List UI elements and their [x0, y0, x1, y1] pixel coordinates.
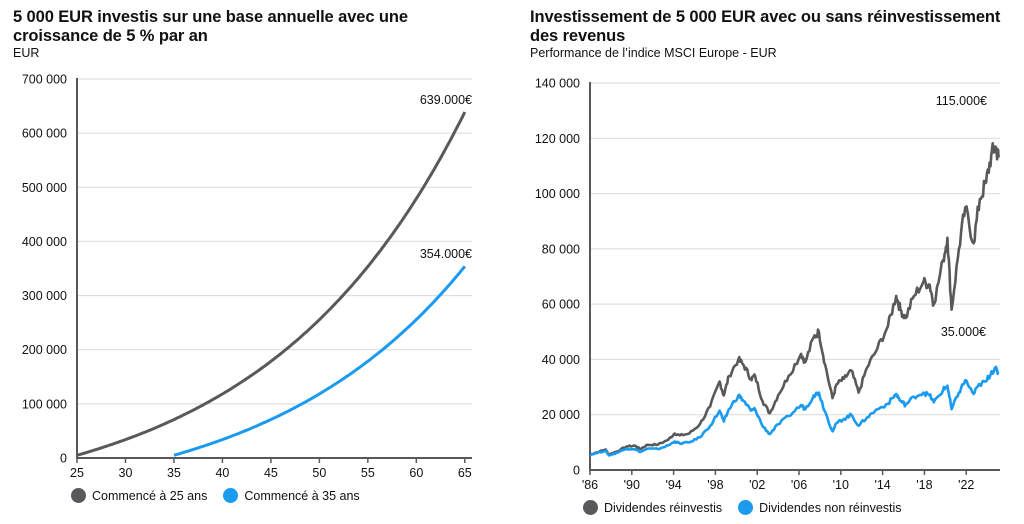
legend-item-start-35: Commencé à 35 ans: [223, 488, 360, 503]
y-tick-label: 300 000: [22, 289, 67, 303]
end-value-label: 639.000€: [420, 93, 472, 107]
right-chart-title: Investissement de 5 000 EUR avec ou sans…: [530, 8, 1001, 45]
legend-label: Dividendes réinvestis: [604, 500, 723, 515]
legend-label: Commencé à 25 ans: [92, 488, 208, 503]
y-tick-label: 500 000: [22, 181, 67, 195]
left-chart-legend: Commencé à 25 ans Commencé à 35 ans: [71, 488, 376, 503]
x-tick-label: 30: [119, 466, 133, 480]
legend-swatch-dark: [583, 500, 598, 515]
x-tick-label: 60: [409, 466, 423, 480]
x-tick-label: 55: [361, 466, 375, 480]
legend-label: Commencé à 35 ans: [244, 488, 360, 503]
x-tick-label: 35: [167, 466, 181, 480]
x-tick-label: 40: [215, 466, 229, 480]
legend-label: Dividendes non réinvestis: [759, 500, 902, 515]
legend-item-start-25: Commencé à 25 ans: [71, 488, 207, 503]
y-tick-label: 0: [60, 452, 67, 466]
left-chart-panel: 5 000 EUR investis sur une base annuelle…: [13, 8, 472, 503]
y-tick-label: 400 000: [22, 235, 67, 249]
y-tick-label: 700 000: [22, 73, 67, 87]
left-chart-plot: 0 100 000 200 000 300 000 400 000 500 000 600 …: [22, 73, 472, 481]
left-chart-unit-label: EUR: [13, 46, 40, 60]
y-tick-label: 200 000: [22, 343, 67, 357]
x-tick-label: 65: [458, 466, 472, 480]
x-tick-label: 50: [312, 466, 326, 480]
series-line-dark: [76, 111, 467, 457]
x-tick-label: 25: [70, 466, 84, 480]
x-tick-label: 45: [264, 466, 278, 480]
y-tick-label: 100 000: [22, 397, 67, 411]
end-value-label: 354.000€: [420, 247, 472, 261]
legend-swatch-dark: [71, 488, 86, 503]
right-chart-legend: Dividendes réinvestis Dividendes non réi…: [583, 500, 918, 515]
legend-item-reinvested: Dividendes réinvestis: [583, 500, 722, 515]
right-chart-panel: Investissement de 5 000 EUR avec ou sans…: [512, 0, 1024, 524]
y-tick-label: 600 000: [22, 127, 67, 141]
legend-swatch-blue: [223, 488, 239, 503]
right-chart-subtitle: Performance de l’indice MSCI Europe - EU…: [530, 46, 777, 60]
left-chart-title: 5 000 EUR investis sur une base annuelle…: [13, 8, 408, 45]
series-line-blue: [173, 265, 466, 457]
legend-swatch-blue: [738, 500, 754, 515]
legend-item-not-reinvested: Dividendes non réinvestis: [738, 500, 902, 515]
